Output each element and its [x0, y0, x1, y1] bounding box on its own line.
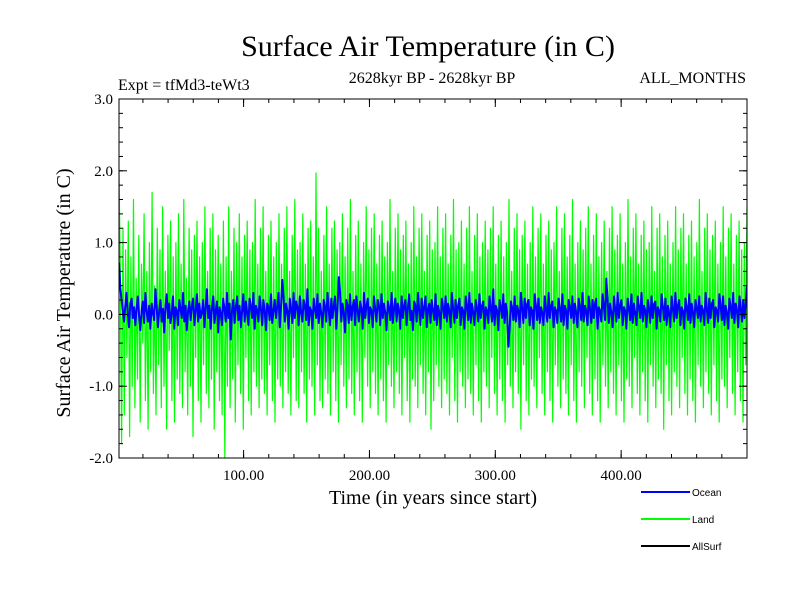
months-label: ALL_MONTHS [639, 70, 746, 87]
series-layer [119, 170, 747, 458]
series-line-ocean [119, 262, 747, 348]
y-tick-label: 1.0 [94, 236, 113, 252]
x-tick-label: 300.00 [475, 468, 516, 484]
legend-label-land: Land [692, 515, 714, 526]
x-tick-label: 400.00 [601, 468, 642, 484]
y-tick-label: 2.0 [94, 164, 113, 180]
legend-label-allsurf: AllSurf [692, 542, 722, 553]
legend: Ocean Land AllSurf [641, 488, 722, 553]
x-tick-label: 200.00 [349, 468, 390, 484]
x-axis-label: Time (in years since start) [329, 487, 537, 509]
experiment-label: Expt = tfMd3-teWt3 [118, 77, 250, 94]
plot-frame [118, 98, 748, 459]
y-tick-label: -1.0 [89, 379, 113, 395]
series-line-land [119, 170, 747, 458]
y-tick-label: 3.0 [94, 92, 113, 108]
x-tick-label: 100.00 [223, 468, 264, 484]
ticks-layer: -2.0 -1.0 0.0 1.0 2.0 3.0 100.00 200.00 300.00 40… [89, 92, 747, 484]
period-label: 2628kyr BP - 2628kyr BP [349, 70, 516, 87]
y-tick-label: 0.0 [94, 307, 113, 323]
y-axis-label: Surface Air Temperature (in C) [53, 168, 75, 417]
chart-title: Surface Air Temperature (in C) [241, 30, 615, 63]
y-tick-label: -2.0 [89, 451, 113, 467]
legend-label-ocean: Ocean [692, 488, 721, 499]
